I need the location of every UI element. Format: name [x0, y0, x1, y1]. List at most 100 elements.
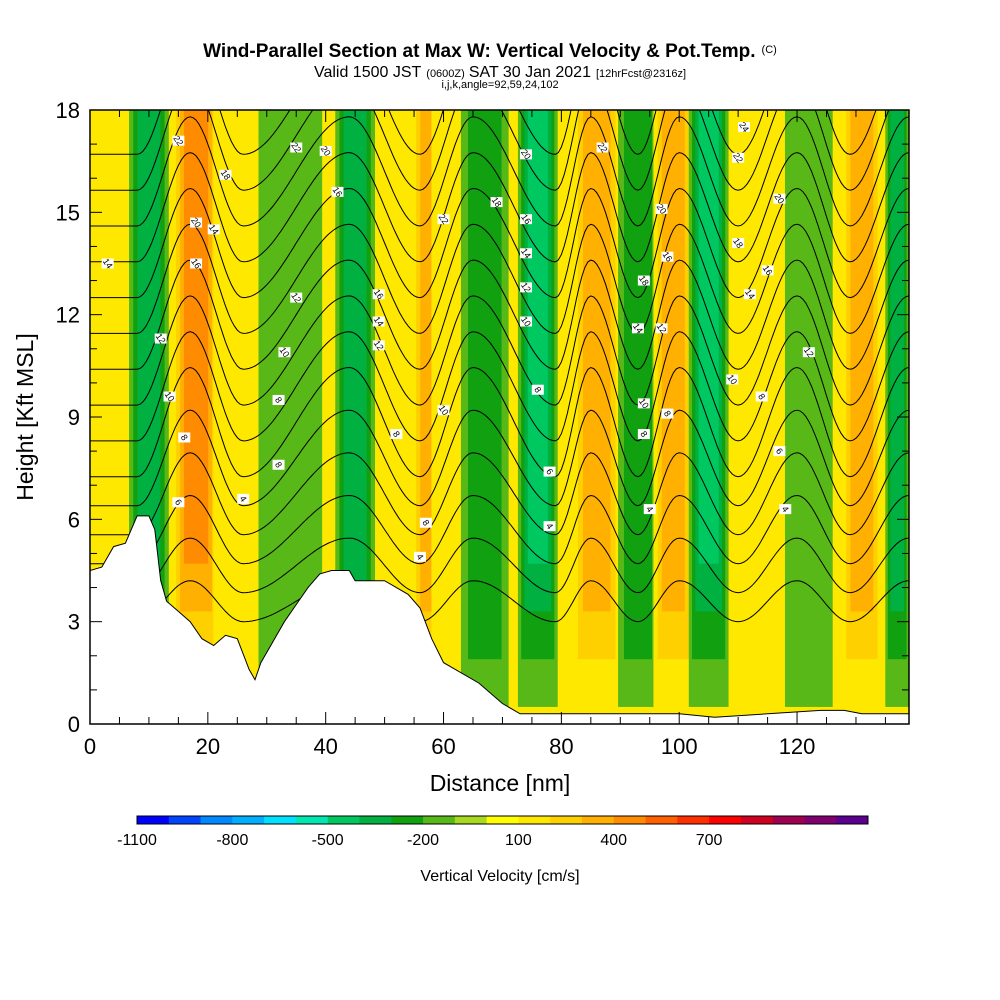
contour-label-21: 8: [390, 429, 403, 440]
x-axis-label: Distance [nm]: [430, 770, 571, 796]
contour-label-47: 20: [772, 192, 786, 206]
svg-text:8: 8: [420, 518, 431, 528]
x-axis: 0 20 40 60 80 100 120: [84, 110, 886, 759]
contour-label-1: 18: [219, 168, 233, 182]
y-tick-label: 18: [56, 98, 80, 123]
contour-label-22: 8: [419, 517, 432, 528]
contour-label-39: 14: [631, 321, 645, 335]
y-tick-label: 12: [56, 303, 80, 328]
svg-text:14: 14: [372, 315, 386, 329]
svg-text:8: 8: [391, 429, 402, 439]
x-tick-label: 80: [549, 734, 573, 759]
contour-label-18: 16: [372, 287, 386, 301]
theta-contour-8: [90, 452, 909, 536]
colorbar-segment: [550, 816, 583, 824]
svg-text:10: 10: [277, 345, 291, 359]
svg-text:14: 14: [743, 287, 757, 301]
w-column-12: [653, 110, 694, 707]
w-band: [183, 110, 209, 564]
svg-text:10: 10: [437, 403, 451, 417]
w-column-11: [618, 110, 658, 707]
contour-label-44: 4: [643, 504, 656, 515]
contour-label-52: 10: [725, 373, 739, 387]
terrain-shape: [90, 515, 909, 724]
svg-text:12: 12: [519, 280, 533, 294]
w-column-10: [572, 110, 621, 707]
colorbar-segment: [804, 816, 837, 824]
colorbar-segment: [391, 816, 424, 824]
contour-label-10: 4: [237, 493, 250, 504]
contour-label-2: 20: [189, 216, 203, 230]
x-tick-label: 0: [84, 734, 96, 759]
svg-text:8: 8: [756, 392, 767, 402]
svg-text:12: 12: [289, 291, 303, 305]
svg-text:12: 12: [154, 332, 168, 346]
colorbar-segment: [836, 816, 869, 824]
colorbar-segment: [645, 816, 678, 824]
contour-label-0: 22: [171, 134, 185, 148]
contour-label-7: 10: [163, 390, 177, 404]
svg-text:4: 4: [544, 521, 555, 531]
chart-subtitle: Valid 1500 JST (0600Z) SAT 30 Jan 2021 [12h…: [314, 64, 686, 81]
theta-contour-16: [90, 295, 909, 406]
contour-label-30: 10: [519, 315, 533, 329]
contour-label-38: 18: [637, 274, 651, 288]
contour-label-23: 4: [413, 551, 426, 562]
w-column-2: [213, 110, 262, 707]
svg-text:18: 18: [219, 168, 233, 182]
svg-text:4: 4: [644, 504, 655, 514]
w-column-15: [784, 110, 833, 707]
svg-text:10: 10: [163, 390, 177, 404]
contour-label-11: 22: [289, 141, 303, 155]
contour-label-36: 20: [655, 202, 669, 216]
svg-text:18: 18: [490, 195, 504, 209]
contour-label-8: 8: [178, 432, 191, 443]
svg-text:22: 22: [171, 134, 185, 148]
contour-label-12: 20: [319, 144, 333, 158]
vertical-velocity-field: [129, 110, 909, 707]
svg-text:20: 20: [319, 144, 333, 158]
w-band: [527, 110, 548, 564]
colorbar-segment: [454, 816, 488, 824]
w-band: [890, 110, 905, 612]
terrain: [90, 515, 909, 724]
svg-text:14: 14: [519, 246, 533, 260]
colorbar-tick-label: -800: [216, 832, 248, 849]
colorbar-segment: [137, 816, 170, 824]
contour-label-55: 4: [779, 504, 792, 515]
colorbar-tick-label: -500: [312, 832, 344, 849]
svg-text:4: 4: [780, 504, 791, 514]
contour-labels: 22 18 20 14 16 14 12 10 8 6 4 22 20 16 12 10 8 8 16 14 12 8 8 4…: [101, 120, 816, 562]
colorbar-segment: [200, 816, 233, 824]
w-band: [343, 110, 367, 612]
contour-label-26: 20: [519, 147, 533, 161]
svg-text:6: 6: [173, 497, 184, 507]
svg-text:8: 8: [638, 429, 649, 439]
contour-label-27: 16: [519, 212, 533, 226]
contour-label-34: 10: [437, 403, 451, 417]
svg-text:10: 10: [637, 396, 651, 410]
svg-text:20: 20: [772, 192, 786, 206]
y-tick-label: 6: [68, 507, 80, 532]
chart-title: Wind-Parallel Section at Max W: Vertical…: [203, 41, 777, 62]
w-band: [213, 110, 262, 707]
contour-label-43: 8: [637, 429, 650, 440]
svg-text:8: 8: [179, 433, 190, 443]
svg-text:4: 4: [414, 552, 425, 562]
w-column-17: [885, 110, 909, 707]
contour-label-45: 24: [737, 120, 751, 134]
theta-contour-24: [90, 152, 909, 263]
theta-contour-2: [90, 580, 909, 623]
chart-indices: i,j,k,angle=92,59,24,102: [441, 79, 558, 91]
colorbar-segment: [772, 816, 805, 824]
colorbar-segment: [295, 816, 329, 824]
contour-label-29: 12: [519, 280, 533, 294]
contour-label-19: 14: [372, 315, 386, 329]
colorbar-segment: [581, 816, 615, 824]
contour-label-4: 16: [189, 257, 203, 271]
w-band: [582, 110, 611, 612]
w-column-1: [172, 110, 220, 707]
contour-label-15: 10: [277, 345, 291, 359]
w-band: [623, 110, 652, 660]
y-tick-label: 9: [68, 405, 80, 430]
